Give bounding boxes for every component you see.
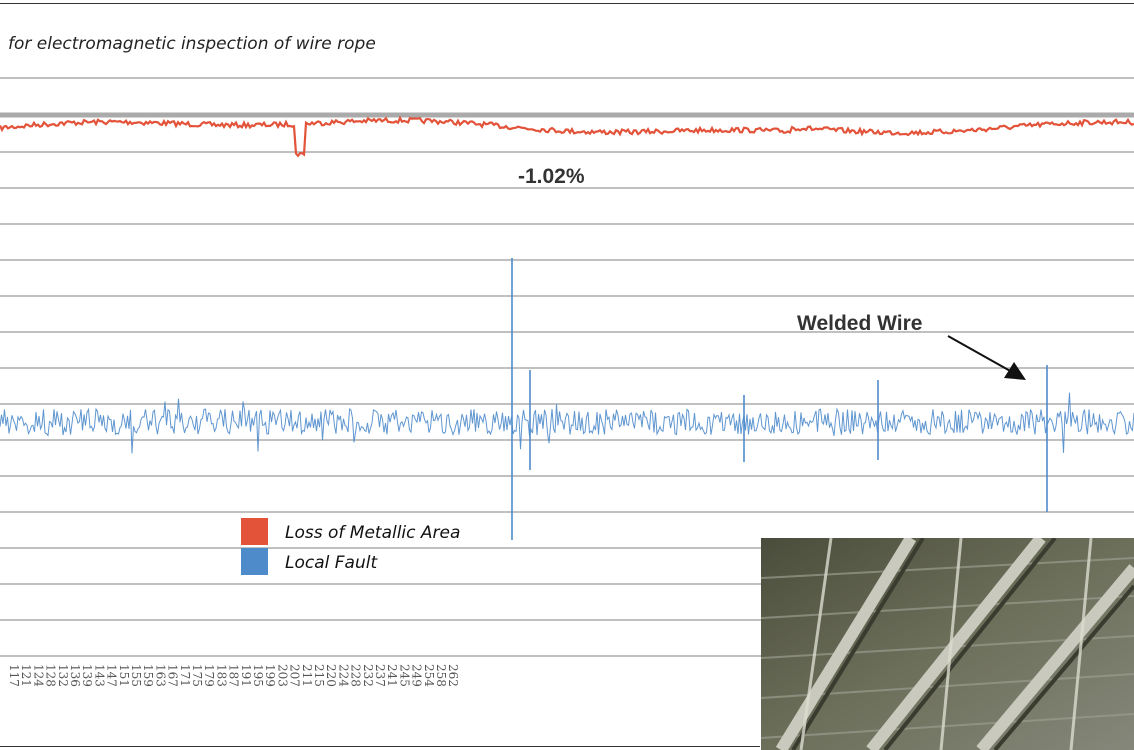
x-tick-label: 167: [166, 664, 180, 687]
x-tick-label: 121: [19, 664, 33, 687]
lma-trace: [0, 115, 1134, 158]
local-fault-series: [0, 258, 1134, 540]
x-tick-label: 187: [227, 664, 241, 687]
x-tick-label: 151: [117, 664, 131, 687]
x-tick-label: 179: [202, 664, 216, 687]
legend-label-lf: Local Fault: [285, 553, 378, 573]
x-tick-label: 232: [361, 664, 375, 687]
x-tick-label: 241: [385, 664, 399, 687]
x-tick-label: 139: [80, 664, 94, 687]
legend-swatch-lf: [241, 548, 268, 575]
local-fault-trace: [0, 392, 1134, 454]
figure-caption: for electromagnetic inspection of wire r…: [8, 34, 376, 54]
x-tick-label: 132: [56, 664, 70, 687]
x-tick-label: 199: [263, 664, 277, 687]
x-tick-label: 254: [422, 664, 436, 687]
x-tick-label: 155: [129, 664, 143, 687]
x-tick-label: 237: [373, 664, 387, 687]
annotation-lma-percent: -1.02%: [518, 165, 585, 188]
x-tick-label: 124: [31, 664, 45, 687]
x-tick-label: 220: [324, 664, 338, 687]
x-tick-label: 171: [178, 664, 192, 687]
x-tick-label: 183: [214, 664, 228, 687]
bottom-rule: [0, 746, 760, 747]
x-tick-label: 128: [44, 664, 58, 687]
x-tick-label: 163: [153, 664, 167, 687]
welded-wire-arrow: [947, 335, 1013, 373]
steel-roof-truss-photo: [761, 538, 1134, 750]
x-tick-label: 215: [312, 664, 326, 687]
legend-label-lma: Loss of Metallic Area: [285, 523, 461, 543]
top-rule: [0, 3, 1134, 4]
x-tick-label: 117: [7, 664, 21, 687]
x-tick-labels: 1171211241281321361391431471511551591631…: [7, 664, 460, 687]
x-tick-label: 228: [349, 664, 363, 687]
x-tick-label: 136: [68, 664, 82, 687]
x-tick-label: 224: [336, 664, 350, 687]
x-tick-label: 159: [141, 664, 155, 687]
x-tick-label: 195: [251, 664, 265, 687]
x-tick-label: 175: [190, 664, 204, 687]
x-tick-label: 262: [446, 664, 460, 687]
loss-of-metallic-area-series: [0, 115, 1134, 158]
chart-annotations: -1.02% Welded Wire: [518, 165, 1026, 380]
x-tick-label: 143: [92, 664, 106, 687]
chart-gridlines: [0, 77, 1134, 657]
legend-swatch-lma: [241, 518, 268, 545]
welded-wire-arrow-head: [1004, 362, 1026, 380]
x-tick-label: 191: [239, 664, 253, 687]
x-tick-label: 245: [397, 664, 411, 687]
x-tick-label: 249: [410, 664, 424, 687]
x-tick-label: 211: [300, 664, 314, 687]
x-tick-label: 207: [288, 664, 302, 687]
x-tick-label: 258: [434, 664, 448, 687]
x-tick-label: 203: [275, 664, 289, 687]
annotation-welded-wire: Welded Wire: [797, 312, 922, 335]
x-tick-label: 147: [105, 664, 119, 687]
